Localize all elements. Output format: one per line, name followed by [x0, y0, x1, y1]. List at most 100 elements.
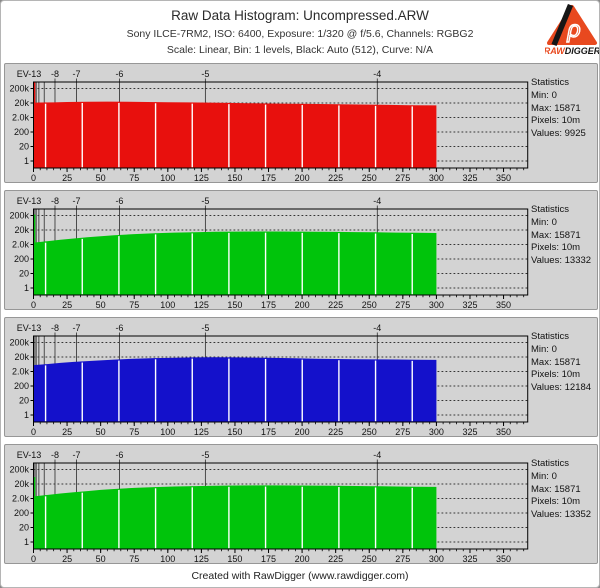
subtitle-camera-info: Sony ILCE-7RM2, ISO: 6400, Exposure: 1/3… [126, 28, 474, 40]
svg-text:-7: -7 [72, 450, 80, 460]
svg-text:50: 50 [96, 427, 106, 436]
footer-credit: Created with RawDigger (www.rawdigger.co… [191, 570, 409, 582]
svg-text:0: 0 [31, 300, 36, 309]
svg-text:200: 200 [295, 427, 310, 436]
svg-text:-5: -5 [201, 323, 209, 333]
svg-text:EV-13: EV-13 [17, 69, 42, 79]
svg-text:300: 300 [429, 173, 444, 182]
svg-text:150: 150 [227, 427, 242, 436]
svg-text:75: 75 [129, 300, 139, 309]
svg-text:225: 225 [328, 300, 343, 309]
stat-min: Min: 0 [531, 216, 557, 228]
stat-min: Min: 0 [531, 470, 557, 482]
stats-panel: Statistics Min: 0 Max: 15871 Pixels: 10m… [531, 204, 591, 268]
svg-text:125: 125 [194, 427, 209, 436]
svg-text:RAWDIGGER: RAWDIGGER [545, 46, 599, 56]
histogram-plot-blue: -8 -7 -6 -5 -4 EV-13 200k 20k 2.0k 200 20 10 25 50 75 1… [9, 323, 529, 436]
svg-text:-6: -6 [115, 450, 123, 460]
svg-text:175: 175 [261, 300, 276, 309]
svg-text:-7: -7 [72, 196, 80, 206]
svg-text:20k: 20k [14, 352, 29, 362]
svg-text:350: 350 [496, 427, 511, 436]
svg-text:20k: 20k [14, 479, 29, 489]
svg-text:-6: -6 [115, 323, 123, 333]
svg-text:275: 275 [395, 554, 410, 563]
stat-pixels: Pixels: 10m [531, 369, 581, 381]
svg-text:200k: 200k [9, 465, 29, 475]
svg-text:225: 225 [328, 427, 343, 436]
svg-text:-8: -8 [51, 450, 59, 460]
svg-text:20: 20 [19, 523, 29, 533]
stat-values: Values: 13352 [531, 509, 592, 521]
svg-text:2.0k: 2.0k [12, 367, 30, 377]
rawdigger-logo-icon: ρ RAWDIGGER [545, 4, 599, 56]
stats-panel: Statistics Min: 0 Max: 15871 Pixels: 10m… [531, 458, 591, 522]
stat-values: Values: 9925 [531, 128, 586, 140]
stat-values: Values: 13332 [531, 255, 592, 267]
svg-text:250: 250 [362, 427, 377, 436]
svg-text:20: 20 [19, 142, 29, 152]
stat-values: Values: 12184 [531, 382, 592, 394]
svg-text:200: 200 [14, 127, 29, 137]
histogram-panel-blue: -8 -7 -6 -5 -4 EV-13 200k 20k 2.0k 200 20 1 0 25 50 75 1… [4, 317, 598, 437]
svg-text:-6: -6 [115, 69, 123, 79]
histogram-plot-green: -8 -7 -6 -5 -4 EV-13 200k 20k 2.0k 200 20 10 25 50 75 1… [9, 196, 529, 309]
svg-text:325: 325 [462, 427, 477, 436]
svg-text:275: 275 [395, 173, 410, 182]
svg-text:300: 300 [429, 427, 444, 436]
svg-text:50: 50 [96, 554, 106, 563]
stat-max: Max: 15871 [531, 483, 581, 495]
svg-text:125: 125 [194, 554, 209, 563]
svg-text:275: 275 [395, 300, 410, 309]
svg-text:1: 1 [24, 156, 29, 166]
svg-text:75: 75 [129, 427, 139, 436]
stat-pixels: Pixels: 10m [531, 115, 581, 127]
svg-text:100: 100 [160, 427, 175, 436]
svg-text:-7: -7 [72, 323, 80, 333]
stat-pixels: Pixels: 10m [531, 242, 581, 254]
svg-text:100: 100 [160, 173, 175, 182]
svg-text:EV-13: EV-13 [17, 450, 42, 460]
svg-text:250: 250 [362, 554, 377, 563]
svg-text:275: 275 [395, 427, 410, 436]
svg-text:0: 0 [31, 427, 36, 436]
svg-text:25: 25 [62, 300, 72, 309]
svg-text:250: 250 [362, 300, 377, 309]
logo-brand-right: DIGGER [565, 46, 599, 56]
svg-text:20: 20 [19, 396, 29, 406]
svg-text:200: 200 [14, 381, 29, 391]
stat-min: Min: 0 [531, 89, 557, 101]
svg-text:-5: -5 [201, 196, 209, 206]
svg-text:2.0k: 2.0k [12, 494, 30, 504]
histogram-plot-red: -8 -7 -6 -5 -4 EV-13 200k 20k 2.0k 200 20 10 25 50 75 1… [9, 69, 529, 182]
stat-min: Min: 0 [531, 343, 557, 355]
svg-text:-6: -6 [115, 196, 123, 206]
stats-panel: Statistics Min: 0 Max: 15871 Pixels: 10m… [531, 331, 591, 395]
svg-text:350: 350 [496, 554, 511, 563]
svg-text:2.0k: 2.0k [12, 113, 30, 123]
svg-text:200: 200 [14, 254, 29, 264]
svg-text:0: 0 [31, 554, 36, 563]
svg-text:1: 1 [24, 537, 29, 547]
stats-title: Statistics [531, 458, 570, 469]
histogram-panel-green: -8 -7 -6 -5 -4 EV-13 200k 20k 2.0k 200 20 1 0 25 50 75 1… [4, 190, 598, 310]
svg-text:350: 350 [496, 300, 511, 309]
svg-text:25: 25 [62, 173, 72, 182]
svg-text:-8: -8 [51, 323, 59, 333]
stat-max: Max: 15871 [531, 356, 581, 368]
svg-text:75: 75 [129, 554, 139, 563]
svg-text:200k: 200k [9, 84, 29, 94]
histogram-plot-green2: -8 -7 -6 -5 -4 EV-13 200k 20k 2.0k 200 20 10 25 50 75 1… [9, 450, 529, 563]
svg-text:2.0k: 2.0k [12, 240, 30, 250]
svg-text:20k: 20k [14, 225, 29, 235]
stat-max: Max: 15871 [531, 102, 581, 114]
svg-text:300: 300 [429, 300, 444, 309]
page-title: Raw Data Histogram: Uncompressed.ARW [171, 8, 429, 23]
svg-text:200: 200 [295, 300, 310, 309]
svg-text:20: 20 [19, 269, 29, 279]
svg-text:200k: 200k [9, 338, 29, 348]
svg-text:1: 1 [24, 410, 29, 420]
svg-text:-5: -5 [201, 450, 209, 460]
svg-text:300: 300 [429, 554, 444, 563]
